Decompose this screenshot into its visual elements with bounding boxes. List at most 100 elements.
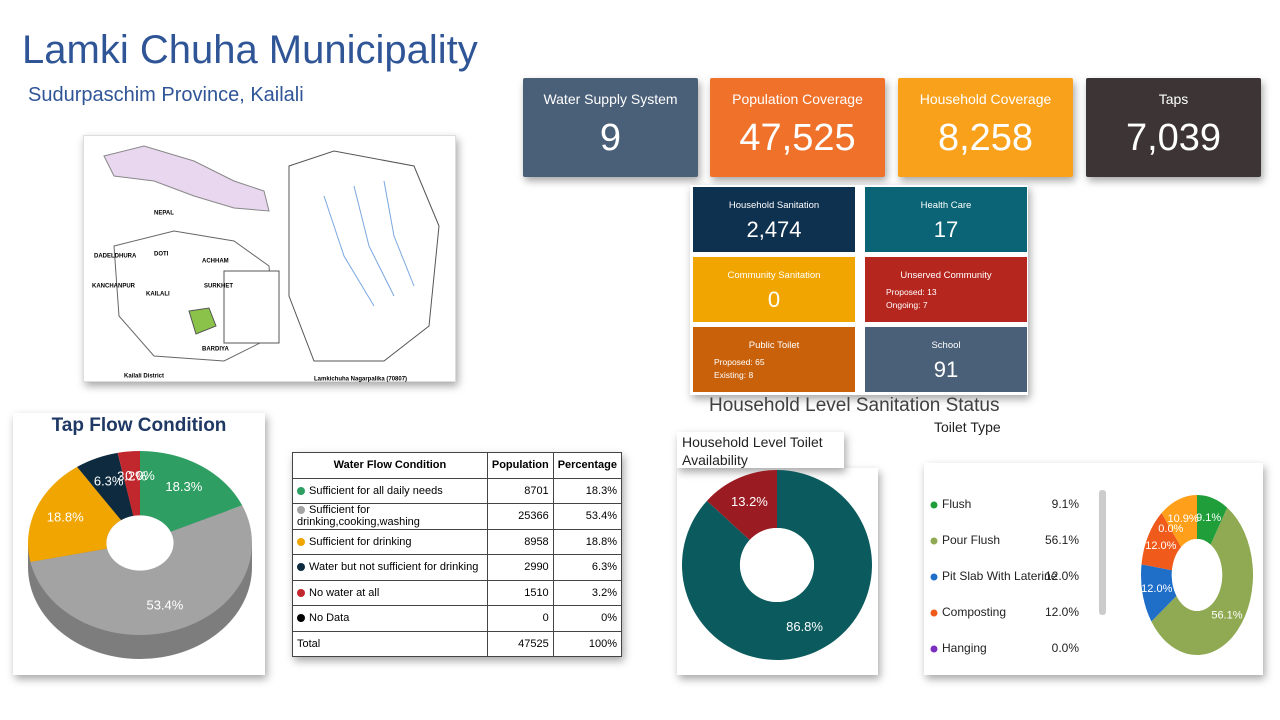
map: NEPAL DADELDHURA DOTI ACHHAM KANCHANPUR KAILA… (83, 135, 456, 383)
map-label: Lamkichuha Nagarpalika (70807) (314, 377, 407, 383)
sanitation-label: Household Sanitation (728, 200, 820, 211)
table-row: No Data 0 0% (292, 605, 623, 632)
sanitation-label: Health Care (920, 200, 972, 211)
kpi-label: Taps (1158, 91, 1189, 107)
table-cell: 0% (552, 605, 623, 632)
municipality-highlight (188, 307, 217, 335)
cell-text: Sufficient for drinking (309, 535, 412, 548)
sanitation-value: 91 (933, 357, 959, 382)
flow-table: Water Flow Condition Population Percentage… (292, 452, 623, 657)
map-label: DOTI (154, 252, 169, 258)
kpi-card: Household Coverage 8,258 (898, 78, 1073, 177)
kpi-value: 7,039 (1125, 117, 1222, 159)
sanitation-card: Community Sanitation 0 (693, 257, 855, 322)
table-header-cell: Water Flow Condition (292, 452, 488, 479)
title: Lamki Chuha Municipality (22, 28, 478, 72)
sanitation-value: 2,474 (746, 217, 802, 242)
sanitation-value: 17 (933, 217, 959, 242)
table-cell: 3.2% (552, 579, 623, 606)
table-header-cell: Population (486, 452, 554, 479)
kpi-label: Household Coverage (919, 91, 1052, 107)
table-cell: 6.3% (552, 554, 623, 581)
rivers (323, 180, 415, 307)
legend-dot (297, 614, 305, 623)
table-cell: 18.8% (552, 528, 623, 555)
table-cell: Sufficient for all daily needs (292, 477, 488, 504)
sanitation-card: Household Sanitation 2,474 (693, 187, 855, 252)
kpi-value: 9 (599, 117, 622, 159)
map-label: KAILALI (146, 292, 170, 298)
sanitation-card: Unserved Community Proposed: 13 Ongoing: 7 (865, 257, 1027, 322)
map-label: KANCHANPUR (92, 284, 136, 290)
map-legend (223, 270, 280, 344)
table-cell: Sufficient for drinking,cooking,washing (292, 503, 488, 530)
sanitation-label: Public Toilet (748, 340, 800, 351)
kpi-card: Water Supply System 9 (523, 78, 698, 177)
cell-text: 3.2% (591, 586, 617, 599)
chart-title: Toilet Type (932, 418, 1003, 436)
chart-title: Household Level Toilet Availability (677, 432, 844, 468)
cell-text: 18.3% (585, 484, 617, 497)
table-row: No water at all 1510 3.2% (292, 579, 623, 606)
sanitation-label: Unserved Community (900, 270, 992, 281)
sanitation-card: School 91 (865, 327, 1027, 392)
sanitation-line: Ongoing: 7 (886, 300, 928, 310)
table-row: Water but not sufficient for drinking 299… (292, 554, 623, 581)
cell-text: No water at all (309, 586, 380, 599)
table-cell: Sufficient for drinking (292, 528, 488, 555)
cell-text: 53.4% (585, 510, 617, 523)
cell-text: Total (297, 637, 321, 650)
legend-dot (297, 537, 305, 546)
legend-dot (297, 486, 305, 495)
table-header-cell: Percentage (552, 452, 623, 479)
table-row: Sufficient for drinking 8958 18.8% (292, 528, 623, 555)
chart-title: Tap Flow Condition (51, 415, 227, 436)
cell-text: 0 (542, 612, 549, 625)
table-row: Total 47525 100% (292, 630, 623, 657)
map-label: Kailali District (124, 374, 164, 380)
toilet-type-panel (924, 463, 1263, 675)
table-cell: 53.4% (552, 503, 623, 530)
table-cell: Total (292, 630, 488, 657)
map-label: SURKHET (204, 284, 233, 290)
availability-panel (677, 468, 878, 675)
cell-text: 25366 (518, 510, 549, 523)
table-cell: 2990 (486, 554, 554, 581)
legend-dot (297, 588, 305, 597)
table-cell: 8701 (486, 477, 554, 504)
table-cell: 1510 (486, 579, 554, 606)
cell-text: 1510 (524, 586, 549, 599)
map-label: DADELDHURA (94, 254, 137, 260)
map-label: ACHHAM (202, 259, 229, 265)
table-cell: 0 (486, 605, 554, 632)
table-row: Sufficient for drinking,cooking,washing 2… (292, 503, 623, 530)
table-cell: 100% (552, 630, 623, 657)
cell-text: Sufficient for all daily needs (309, 484, 443, 497)
sanitation-line: Proposed: 13 (886, 287, 937, 297)
kpi-value: 8,258 (937, 117, 1034, 159)
cell-text: No Data (309, 612, 350, 625)
nepal-outline (103, 145, 270, 212)
cell-text: 100% (588, 637, 617, 650)
sanitation-line: Existing: 8 (714, 370, 754, 380)
cell-text: 18.8% (585, 535, 617, 548)
table-cell: No Data (292, 605, 488, 632)
kpi-label: Population Coverage (732, 91, 863, 107)
detail-outline (288, 150, 440, 362)
map-label: BARDIYA (202, 347, 229, 353)
subtitle: Sudurpaschim Province, Kailali (28, 84, 304, 106)
legend-dot (297, 506, 305, 515)
sanitation-label: School (931, 340, 961, 351)
table-cell: 18.3% (552, 477, 623, 504)
cell-text: 6.3% (591, 561, 617, 574)
sanitation-card: Health Care 17 (865, 187, 1027, 252)
table-cell: 47525 (486, 630, 554, 657)
cell-text: 8701 (524, 484, 549, 497)
sanitation-line: Proposed: 65 (714, 357, 765, 367)
sanitation-card: Public Toilet Proposed: 65 Existing: 8 (693, 327, 855, 392)
table-cell: Water but not sufficient for drinking (292, 554, 488, 581)
cell-text: Sufficient for drinking,cooking,washing (297, 504, 420, 529)
kpi-card: Taps 7,039 (1086, 78, 1261, 177)
map-label: NEPAL (154, 211, 174, 217)
